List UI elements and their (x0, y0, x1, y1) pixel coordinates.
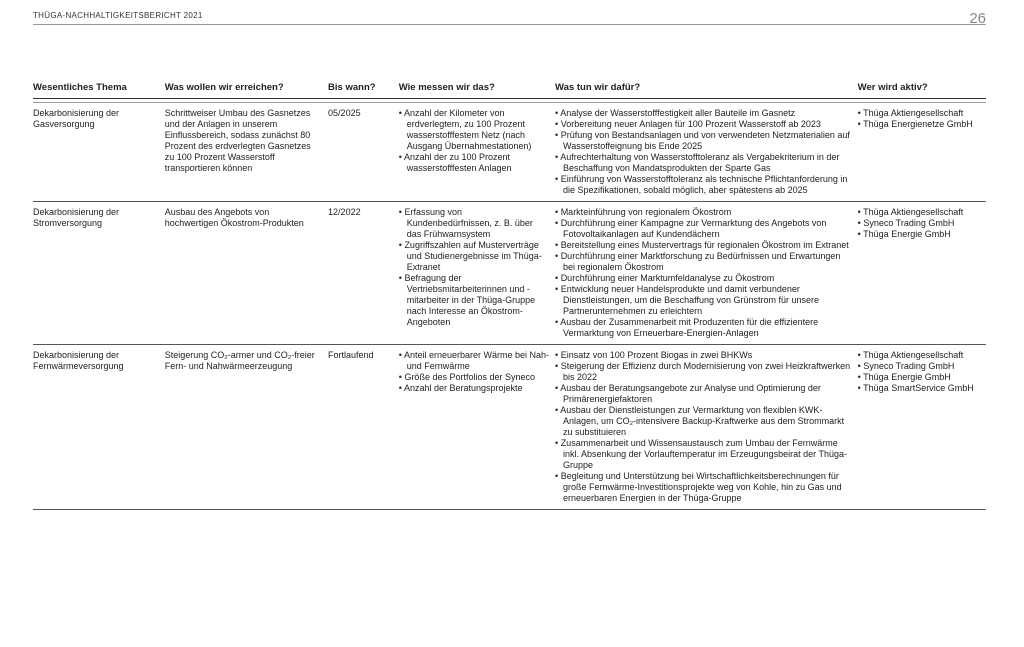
actions-cell: Einsatz von 100 Prozent Biogas in zwei B… (555, 344, 858, 510)
actions-cell-list: Analyse der Wasserstofffestigkeit aller … (555, 108, 852, 196)
list-item: Anzahl der Kilometer von erdverlegtem, z… (399, 108, 549, 152)
column-header: Bis wann? (328, 82, 399, 99)
deadline-cell: 05/2025 (328, 102, 399, 202)
measures-cell-list: Anteil erneuerbarer Wärme bei Nah- und F… (399, 350, 549, 394)
header-divider (33, 24, 986, 25)
topic-cell: Dekarbonisierung der Gasversorgung (33, 102, 165, 202)
topic-cell: Dekarbonisierung der Fernwärmeversorgung (33, 344, 165, 510)
actors-cell-list: Thüga AktiengesellschaftSyneco Trading G… (858, 350, 980, 394)
list-item: Thüga Energie GmbH (858, 229, 980, 240)
actors-cell-list: Thüga AktiengesellschaftThüga Energienet… (858, 108, 980, 130)
column-header: Wer wird aktiv? (857, 82, 986, 99)
list-item: Begleitung und Unterstützung bei Wirtsch… (555, 471, 852, 504)
list-item: Ausbau der Zusammenarbeit mit Produzente… (555, 317, 852, 339)
list-item: Anzahl der zu 100 Prozent wasserstofffes… (399, 152, 549, 174)
deadline-cell: Fortlaufend (328, 344, 399, 510)
list-item: Thüga Energienetze GmbH (858, 119, 980, 130)
goal-cell: Schrittweiser Umbau des Gasnetzes und de… (164, 102, 329, 202)
list-item: Aufrechterhaltung von Wasserstofftoleran… (555, 152, 852, 174)
materiality-table: Wesentliches Thema Was wollen wir erreic… (33, 82, 986, 510)
list-item: Durchführung einer Kampagne zur Vermarkt… (555, 218, 852, 240)
actors-cell: Thüga AktiengesellschaftThüga Energienet… (857, 102, 986, 202)
actions-cell-list: Einsatz von 100 Prozent Biogas in zwei B… (555, 350, 852, 504)
list-item: Durchführung einer Marktforschung zu Bed… (555, 251, 852, 273)
actors-cell: Thüga AktiengesellschaftSyneco Trading G… (857, 344, 986, 510)
measures-cell-list: Erfassung von Kundenbedürfnissen, z. B. … (399, 207, 549, 328)
list-item: Syneco Trading GmbH (858, 361, 980, 372)
page-number: 26 (969, 10, 986, 27)
column-header: Was tun wir dafür? (555, 82, 858, 99)
list-item: Erfassung von Kundenbedürfnissen, z. B. … (399, 207, 549, 240)
list-item: Ausbau der Beratungsangebote zur Analyse… (555, 383, 852, 405)
measures-cell: Anteil erneuerbarer Wärme bei Nah- und F… (398, 344, 556, 510)
actions-cell: Markteinführung von regionalem ÖkostromD… (555, 201, 858, 345)
list-item: Befragung der Vertriebsmitarbeiterinnen … (399, 273, 549, 328)
list-item: Analyse der Wasserstofffestigkeit aller … (555, 108, 852, 119)
table-header-row: Wesentliches Thema Was wollen wir erreic… (33, 82, 986, 99)
list-item: Vorbereitung neuer Anlagen für 100 Proze… (555, 119, 852, 130)
list-item: Thüga Aktiengesellschaft (858, 350, 980, 361)
list-item: Markteinführung von regionalem Ökostrom (555, 207, 852, 218)
list-item: Prüfung von Bestandsanlagen und von verw… (555, 130, 852, 152)
actors-cell-list: Thüga AktiengesellschaftSyneco Trading G… (858, 207, 980, 240)
running-header: THÜGA-NACHHALTIGKEITSBERICHT 2021 (33, 11, 203, 20)
deadline-cell: 12/2022 (328, 201, 399, 345)
list-item: Anteil erneuerbarer Wärme bei Nah- und F… (399, 350, 549, 372)
list-item: Durchführung einer Marktumfeldanalyse zu… (555, 273, 852, 284)
list-item: Anzahl der Beratungsprojekte (399, 383, 549, 394)
list-item: Thüga Energie GmbH (858, 372, 980, 383)
list-item: Ausbau der Dienstleistungen zur Vermarkt… (555, 405, 852, 438)
list-item: Einführung von Wasserstofftoleranz als t… (555, 174, 852, 196)
list-item: Steigerung der Effizienz durch Modernisi… (555, 361, 852, 383)
list-item: Zugriffszahlen auf Musterverträge und St… (399, 240, 549, 273)
table-row: Dekarbonisierung der Stromversorgung Ausb… (33, 201, 986, 345)
header-spacer (33, 98, 986, 103)
actors-cell: Thüga AktiengesellschaftSyneco Trading G… (857, 201, 986, 345)
measures-cell: Anzahl der Kilometer von erdverlegtem, z… (398, 102, 556, 202)
list-item: Syneco Trading GmbH (858, 218, 980, 229)
goal-cell: Steigerung CO₂-armer und CO₂-freier Fern… (164, 344, 329, 510)
column-header: Was wollen wir erreichen? (164, 82, 329, 99)
table-row: Dekarbonisierung der Fernwärmeversorgung… (33, 344, 986, 510)
measures-cell-list: Anzahl der Kilometer von erdverlegtem, z… (399, 108, 549, 174)
list-item: Bereitstellung eines Mustervertrags für … (555, 240, 852, 251)
list-item: Thüga Aktiengesellschaft (858, 207, 980, 218)
goal-cell: Ausbau des Angebots von hochwertigen Öko… (164, 201, 329, 345)
topic-cell: Dekarbonisierung der Stromversorgung (33, 201, 165, 345)
measures-cell: Erfassung von Kundenbedürfnissen, z. B. … (398, 201, 556, 345)
list-item: Einsatz von 100 Prozent Biogas in zwei B… (555, 350, 852, 361)
list-item: Entwicklung neuer Handelsprodukte und da… (555, 284, 852, 317)
list-item: Thüga SmartService GmbH (858, 383, 980, 394)
column-header: Wesentliches Thema (33, 82, 165, 99)
list-item: Zusammenarbeit und Wissensaustausch zum … (555, 438, 852, 471)
column-header: Wie messen wir das? (398, 82, 556, 99)
table-row: Dekarbonisierung der Gasversorgung Schrit… (33, 102, 986, 202)
actions-cell-list: Markteinführung von regionalem ÖkostromD… (555, 207, 852, 339)
actions-cell: Analyse der Wasserstofffestigkeit aller … (555, 102, 858, 202)
list-item: Thüga Aktiengesellschaft (858, 108, 980, 119)
list-item: Größe des Portfolios der Syneco (399, 372, 549, 383)
